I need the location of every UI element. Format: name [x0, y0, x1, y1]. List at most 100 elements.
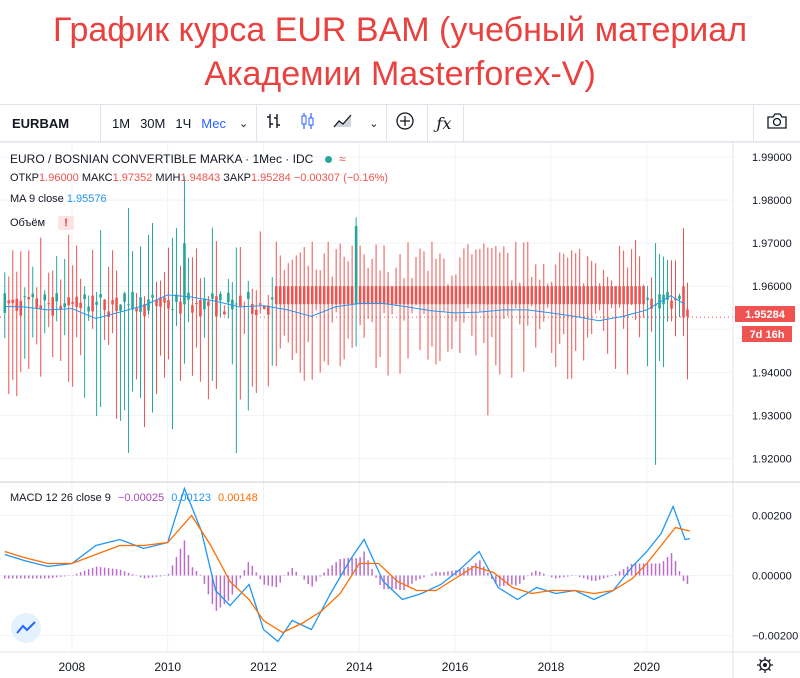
settings-gear-icon[interactable]	[757, 657, 773, 673]
candle-body	[458, 286, 462, 305]
volume-legend[interactable]: Объём !	[10, 216, 75, 230]
candle	[274, 241, 278, 367]
candle	[650, 277, 653, 333]
candle	[139, 246, 142, 398]
candle-body	[151, 294, 154, 298]
candle-body	[490, 286, 494, 305]
candle-body	[87, 306, 90, 312]
candle	[490, 247, 494, 338]
candle	[570, 250, 574, 379]
candle-body	[626, 286, 629, 305]
candle	[670, 260, 673, 322]
candle	[590, 260, 593, 335]
candle-body	[278, 286, 282, 305]
y-tick-label: 1.92000	[752, 453, 792, 465]
candle-body	[3, 293, 7, 313]
candle	[255, 290, 258, 394]
candle	[95, 291, 98, 417]
macd-legend[interactable]: MACD 12 26 close 9 −0.00025 0.00123 0.00…	[10, 492, 258, 504]
candle	[215, 241, 218, 389]
candle-body	[139, 297, 142, 312]
bars-style-icon[interactable]	[257, 112, 291, 135]
y-tick-label: 1.99000	[752, 152, 792, 164]
candle-body	[215, 296, 218, 317]
camera-snapshot-icon[interactable]	[754, 112, 800, 135]
candle-body	[147, 299, 150, 311]
timeframe-1m-button[interactable]: 1М	[112, 115, 131, 131]
candle-body	[410, 286, 414, 305]
low-value: 1.94843	[180, 172, 221, 184]
candle	[346, 261, 350, 339]
candle	[486, 247, 490, 416]
candle-body	[634, 286, 637, 305]
volume-warning-icon[interactable]: !	[58, 216, 75, 230]
candle-body	[610, 286, 613, 305]
timeframe-1h-button[interactable]: 1Ч	[175, 115, 192, 131]
candle-body	[195, 303, 198, 305]
ma-legend[interactable]: MA 9 close 1.95576	[10, 193, 107, 205]
candle-body	[430, 286, 434, 305]
candle-body	[678, 295, 681, 300]
candle	[195, 248, 198, 348]
candle-body	[123, 293, 126, 302]
candle-body	[346, 286, 350, 305]
timeframe-dropdown-icon[interactable]: ⌄	[238, 117, 249, 130]
candle-body	[298, 286, 302, 305]
candle-body	[274, 286, 278, 305]
page-title: График курса EUR BAM (учебный материал А…	[0, 8, 800, 96]
candle	[370, 258, 374, 323]
candles-style-icon[interactable]	[291, 112, 325, 135]
candle-body	[586, 286, 589, 305]
candle-body	[466, 286, 470, 305]
candle	[622, 250, 625, 329]
toolbar-divider	[463, 104, 465, 142]
candle-body	[83, 294, 86, 300]
timeframe-month-button[interactable]: Мес	[201, 115, 226, 131]
candle-body	[43, 294, 47, 301]
candle	[602, 269, 605, 331]
candle-body	[450, 286, 454, 305]
candle-body	[282, 286, 286, 305]
candle	[191, 257, 194, 376]
y-tick-label: 1.98000	[752, 195, 792, 207]
candle	[159, 280, 162, 356]
chart-type-dropdown-icon[interactable]: ⌄	[369, 117, 379, 130]
candle-body	[474, 286, 478, 305]
toolbar-divider	[256, 104, 258, 142]
indicators-fx-icon[interactable]: ƒx	[436, 113, 452, 133]
candle	[3, 272, 7, 339]
candle-body	[638, 286, 641, 305]
timeframe-30m-button[interactable]: 30М	[140, 115, 166, 131]
candle-body	[115, 297, 118, 312]
candle-body	[306, 286, 310, 305]
candle-body	[127, 304, 130, 306]
candle-body	[211, 293, 214, 299]
candle-body	[255, 309, 258, 316]
tradingview-logo-icon[interactable]	[11, 613, 41, 643]
compare-add-icon[interactable]	[387, 111, 423, 136]
candle-body	[171, 309, 174, 311]
ma-value: 1.95576	[66, 193, 107, 205]
candle	[163, 272, 166, 378]
candle	[270, 277, 274, 366]
symbol-search-button[interactable]: EURBAM	[12, 115, 70, 131]
candle	[554, 264, 558, 367]
candle-body	[290, 286, 294, 305]
candle	[466, 244, 470, 309]
candle	[326, 241, 330, 366]
candle-body	[7, 300, 11, 304]
low-label: МИН	[155, 172, 181, 184]
candle-body	[259, 303, 262, 305]
candle	[594, 263, 597, 314]
candle	[314, 269, 318, 311]
candle-body	[554, 286, 558, 305]
candle-body	[630, 286, 633, 305]
candle-body	[207, 301, 210, 307]
open-value: 1.96000	[39, 172, 79, 184]
candle	[434, 258, 438, 365]
title-line-2: Академии Masterforex-V)	[204, 55, 596, 93]
area-style-icon[interactable]	[325, 112, 361, 135]
candle	[402, 278, 406, 321]
macd-y-tick-label: −0.00200	[752, 631, 798, 643]
